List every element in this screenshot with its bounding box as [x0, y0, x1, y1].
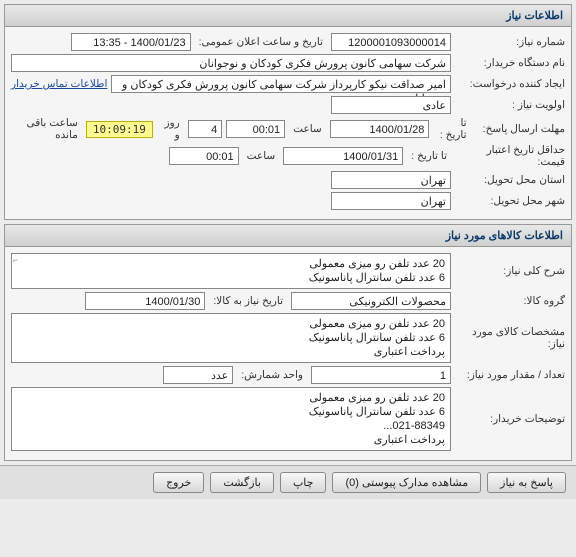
- row-deliv-prov: استان محل تحویل: تهران: [11, 171, 565, 189]
- need-info-header: اطلاعات نیاز: [5, 5, 571, 27]
- goods-info-panel: اطلاعات کالاهای مورد نیاز شرح کلی نیاز: …: [4, 224, 572, 461]
- until-label-2: تا تاریخ :: [407, 150, 451, 162]
- min-valid-date-field: 1400/01/31: [283, 147, 403, 165]
- days-field: 4: [188, 120, 222, 138]
- deadline-label: مهلت ارسال پاسخ:: [475, 123, 565, 135]
- req-no-label: شماره نیاز:: [455, 36, 565, 48]
- need-info-body: شماره نیاز: 1200001093000014 تاریخ و ساع…: [5, 27, 571, 219]
- buyer-note-label: توضیحات خریدار:: [455, 413, 565, 425]
- deliv-city-field: تهران: [331, 192, 451, 210]
- unit-field: عدد: [163, 366, 233, 384]
- announce-label: تاریخ و ساعت اعلان عمومی:: [195, 36, 327, 48]
- deadline-date-field: 1400/01/28: [330, 120, 430, 138]
- row-priority: اولویت نیاز : عادی: [11, 96, 565, 114]
- row-spec: مشخصات کالای مورد نیاز: 20 عدد تلفن رو م…: [11, 313, 565, 363]
- unit-label: واحد شمارش:: [237, 369, 307, 381]
- contact-link[interactable]: اطلاعات تماس خریدار: [11, 78, 107, 90]
- priority-label: اولویت نیاز :: [455, 99, 565, 111]
- buyer-label: نام دستگاه خریدار:: [455, 57, 565, 69]
- need-until-field: 1400/01/30: [85, 292, 205, 310]
- row-buyer-note: توضیحات خریدار: 20 عدد تلفن رو میزی معمو…: [11, 387, 565, 451]
- remain-label: ساعت باقی مانده: [11, 117, 82, 141]
- button-bar: پاسخ به نیاز مشاهده مدارک پیوستی (0) چاپ…: [0, 465, 576, 499]
- resize-icon[interactable]: ⌐: [13, 255, 18, 265]
- goods-info-header: اطلاعات کالاهای مورد نیاز: [5, 225, 571, 247]
- creator-field: امیر صداقت نیکو کارپرداز شرکت سهامی کانو…: [111, 75, 451, 93]
- row-deadline: مهلت ارسال پاسخ: تا تاریخ : 1400/01/28 س…: [11, 117, 565, 141]
- time-label-2: ساعت: [243, 150, 280, 162]
- countdown-timer: 10:09:19: [86, 121, 153, 138]
- print-button[interactable]: چاپ: [280, 472, 327, 493]
- spec-field: 20 عدد تلفن رو میزی معمولی 6 عدد تلفن سا…: [11, 313, 451, 363]
- until-label: تا تاریخ :: [433, 117, 470, 141]
- goods-info-body: شرح کلی نیاز: ⌐ 20 عدد تلفن رو میزی معمو…: [5, 247, 571, 460]
- gen-desc-field: 20 عدد تلفن رو میزی معمولی 6 عدد تلفن سا…: [11, 253, 451, 289]
- announce-field: 1400/01/23 - 13:35: [71, 33, 191, 51]
- row-group: گروه کالا: محصولات الکترونیکی تاریخ نیاز…: [11, 292, 565, 310]
- min-valid-time-field: 00:01: [169, 147, 239, 165]
- need-info-panel: اطلاعات نیاز شماره نیاز: 120000109300001…: [4, 4, 572, 220]
- qty-label: تعداد / مقدار مورد نیاز:: [455, 369, 565, 381]
- time-label-1: ساعت: [289, 123, 326, 135]
- deliv-city-label: شهر محل تحویل:: [455, 195, 565, 207]
- row-qty: تعداد / مقدار مورد نیاز: 1 واحد شمارش: ع…: [11, 366, 565, 384]
- row-buyer: نام دستگاه خریدار: شرکت سهامی کانون پرور…: [11, 54, 565, 72]
- min-valid-label: حداقل تاریخ اعتبار قیمت:: [455, 144, 565, 168]
- spec-label: مشخصات کالای مورد نیاز:: [455, 326, 565, 350]
- gen-desc-label: شرح کلی نیاز:: [455, 265, 565, 277]
- attachments-button[interactable]: مشاهده مدارک پیوستی (0): [332, 472, 481, 493]
- row-min-valid: حداقل تاریخ اعتبار قیمت: تا تاریخ : 1400…: [11, 144, 565, 168]
- exit-button[interactable]: خروج: [153, 472, 204, 493]
- days-label: روز و: [157, 117, 184, 141]
- reply-button[interactable]: پاسخ به نیاز: [487, 472, 566, 493]
- row-deliv-city: شهر محل تحویل: تهران: [11, 192, 565, 210]
- deliv-prov-label: استان محل تحویل:: [455, 174, 565, 186]
- deliv-prov-field: تهران: [331, 171, 451, 189]
- back-button[interactable]: بازگشت: [210, 472, 274, 493]
- row-gen-desc: شرح کلی نیاز: ⌐ 20 عدد تلفن رو میزی معمو…: [11, 253, 565, 289]
- need-until-label: تاریخ نیاز به کالا:: [209, 295, 287, 307]
- group-label: گروه کالا:: [455, 295, 565, 307]
- priority-field: عادی: [331, 96, 451, 114]
- row-creator: ایجاد کننده درخواست: امیر صداقت نیکو کار…: [11, 75, 565, 93]
- group-field: محصولات الکترونیکی: [291, 292, 451, 310]
- deadline-time-field: 00:01: [226, 120, 285, 138]
- creator-label: ایجاد کننده درخواست:: [455, 78, 565, 90]
- row-req-no: شماره نیاز: 1200001093000014 تاریخ و ساع…: [11, 33, 565, 51]
- buyer-note-field: 20 عدد تلفن رو میزی معمولی 6 عدد تلفن سا…: [11, 387, 451, 451]
- qty-field: 1: [311, 366, 451, 384]
- req-no-field: 1200001093000014: [331, 33, 451, 51]
- buyer-field: شرکت سهامی کانون پرورش فکری کودکان و نوج…: [11, 54, 451, 72]
